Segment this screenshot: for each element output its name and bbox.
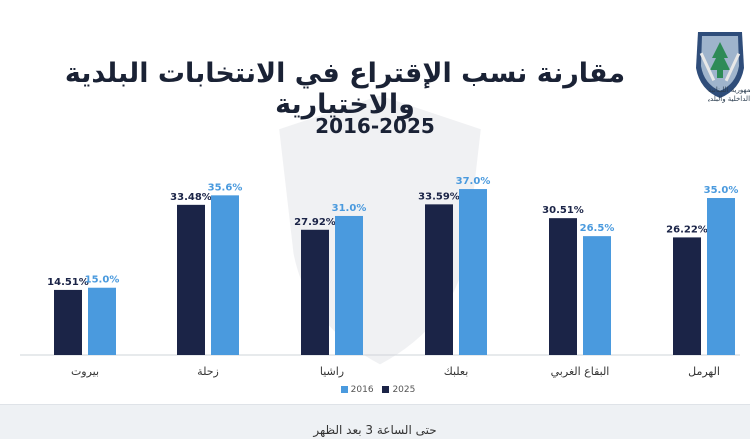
data-label-2016-5: 35.0% [704,185,739,196]
ministry-logo-icon [696,32,744,98]
chart-legend: 2016 2025 [0,385,750,395]
bar-2025-2 [301,229,329,355]
legend-label-2016: 2016 [350,385,374,395]
category-label-4: البقاع الغربي [551,365,610,378]
bar-2016-4 [583,236,611,355]
chart-title: مقارنة نسب الإقتراع في الانتخابات البلدي… [64,58,626,120]
footer-bar: حتى الساعة 3 بعد الظهر [0,404,750,439]
bar-2025-4 [549,218,577,355]
category-label-5: الهرمل [688,365,720,378]
data-label-2025-1: 33.48% [170,192,212,203]
data-label-2016-4: 26.5% [580,223,615,234]
legend-swatch-2025 [382,386,390,393]
data-label-2016-3: 37.0% [456,176,491,187]
bar-2025-1 [177,204,205,355]
data-label-2025-4: 30.51% [542,205,584,216]
legend-label-2025: 2025 [392,385,416,395]
bar-2016-5 [707,198,735,355]
category-label-3: بعلبك [444,365,469,378]
data-label-2025-3: 33.59% [418,191,460,202]
bar-2016-2 [335,215,363,355]
bar-2025-0 [54,289,82,355]
legend-swatch-2016 [340,386,348,393]
turnout-bar-chart: 14.51%15.0% بيروت 33.48%35.6% زحلة 27.92% 31.… [20,176,740,378]
logo-caption: الجمهورية اللبنانية وزارة الداخلية والبل… [708,86,750,103]
data-label-2016-2: 31.0% [332,203,367,214]
bar-2025-5 [673,237,701,355]
bar-2025-3 [425,204,453,355]
bar-2016-3 [459,189,487,355]
bar-2016-0 [88,287,116,355]
footer-note: حتى الساعة 3 بعد الظهر [313,423,437,437]
data-label-2025-0: 14.51% [47,277,89,288]
data-label-2016-0: 15.0% [85,275,120,286]
bar-2016-1 [211,195,239,355]
category-label-2: راشيا [320,365,344,378]
chart-subtitle: 2016-2025 [315,114,435,138]
category-label-1: زحلة [197,365,219,378]
data-label-2025-2: 27.92% [294,217,336,228]
data-label-2025-5: 26.22% [666,224,708,235]
category-label-0: بيروت [71,365,99,378]
data-label-2016-1: 35.6% [208,182,243,193]
